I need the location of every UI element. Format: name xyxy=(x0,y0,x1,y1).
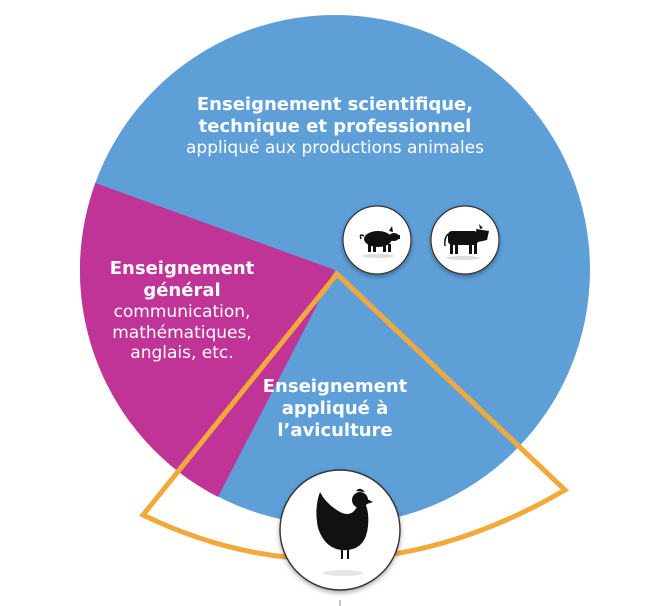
label-poultry: Enseignement appliqué à l’aviculture xyxy=(250,376,420,442)
label-poultry-line1: Enseignement xyxy=(262,376,408,397)
label-poultry-line3: l’aviculture xyxy=(277,419,393,441)
cow-icon xyxy=(430,205,500,275)
label-scientific-line1: Enseignement scientifique, xyxy=(196,94,474,115)
label-poultry-line2: appliqué à xyxy=(281,397,389,419)
label-general-detail2: mathématiques, xyxy=(112,322,252,343)
label-general-detail1: communication, xyxy=(113,301,251,322)
segment-general xyxy=(79,183,335,497)
label-general-detail3: anglais, etc. xyxy=(130,343,234,364)
label-scientific-line2: technique et professionnel xyxy=(198,115,472,137)
hen-icon xyxy=(279,469,401,591)
pig-icon xyxy=(342,205,412,275)
label-general-line2: général xyxy=(143,279,221,301)
label-general: Enseignement général communication, math… xyxy=(92,258,272,364)
label-scientific-subtitle: appliqué aux productions animales xyxy=(185,137,484,158)
label-general-line1: Enseignement xyxy=(109,258,255,279)
label-scientific: Enseignement scientifique, technique et … xyxy=(140,94,530,159)
